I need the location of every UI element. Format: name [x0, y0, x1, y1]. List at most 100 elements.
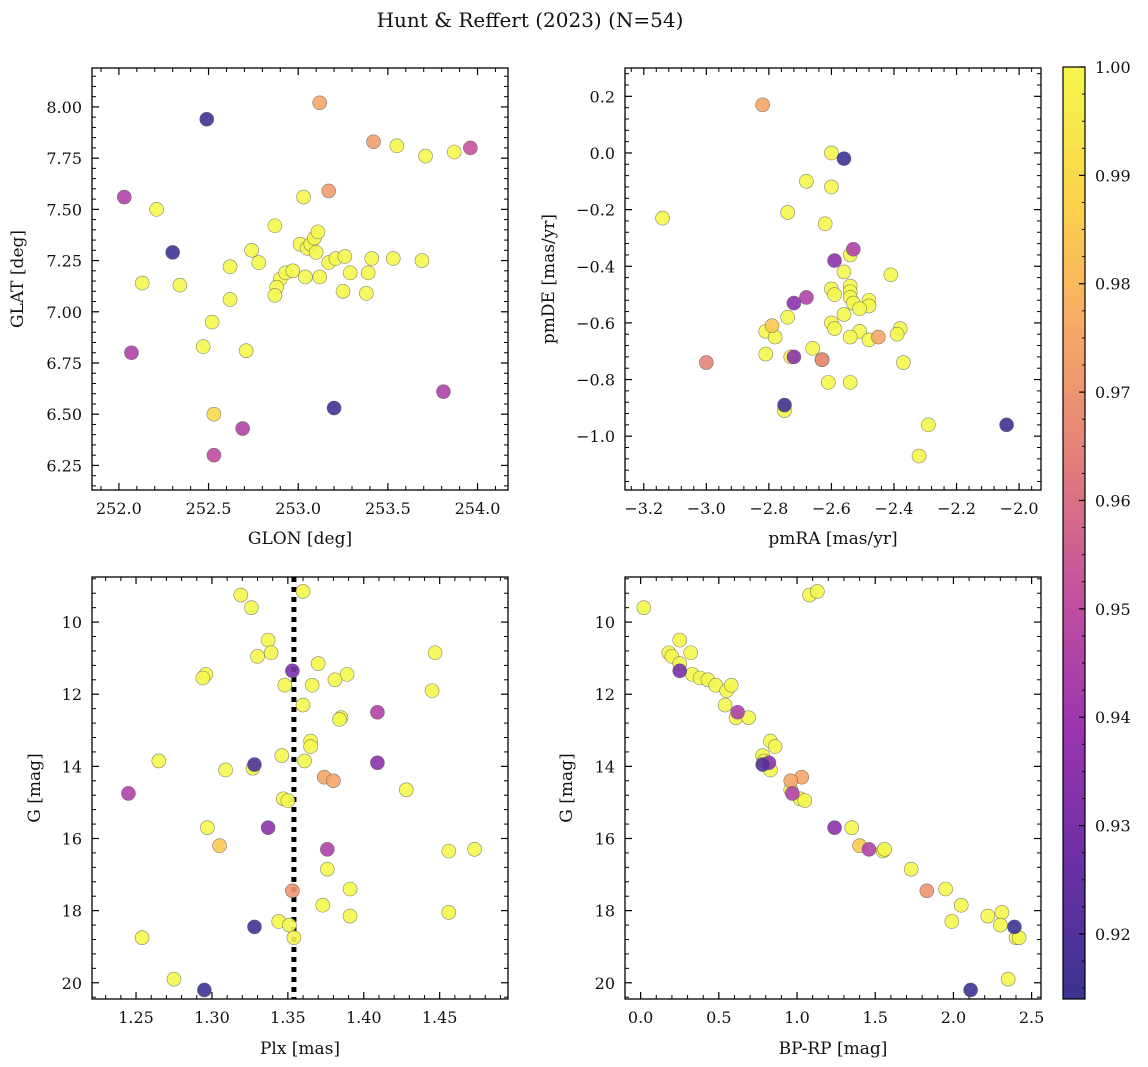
data-point — [963, 982, 978, 998]
y-tick-label: 10 — [62, 613, 82, 632]
data-point — [767, 739, 783, 754]
data-point — [817, 216, 833, 232]
data-point — [824, 145, 839, 161]
y-axis-label: GLAT [deg] — [8, 230, 28, 328]
data-point — [244, 243, 259, 258]
data-point — [315, 897, 331, 913]
data-point — [938, 881, 953, 897]
y-tick-label: 16 — [595, 829, 615, 848]
colorbar-tick-label: 0.97 — [1095, 383, 1131, 402]
panel-plx-g: 1.25 1.30 1.35 1.40 1.45 10 12 14 16 18 20 Plx [ma… — [25, 576, 509, 1059]
figure-title: Hunt & Reffert (2023) (N=54) — [377, 8, 684, 32]
plot-frame — [624, 67, 1042, 491]
x-tick-label: 1.40 — [346, 1008, 382, 1027]
y-tick-label: −1.0 — [576, 427, 615, 446]
data-point — [295, 697, 311, 713]
colorbar-tick-label: 0.92 — [1095, 925, 1131, 944]
data-point — [320, 861, 335, 877]
x-tick-label: 1.45 — [422, 1008, 458, 1027]
data-point — [385, 251, 401, 266]
colorbar: 0.92 0.93 0.94 0.95 0.96 0.97 0.98 0.99 1.00 — [1062, 58, 1131, 1000]
data-point — [297, 753, 312, 769]
data-point — [672, 663, 688, 679]
data-point — [871, 329, 886, 345]
data-point — [250, 649, 265, 664]
plot-frame — [91, 576, 509, 1000]
y-axis-label: pmDE [mas/yr] — [539, 214, 559, 344]
data-point — [285, 263, 301, 279]
data-point — [827, 820, 842, 835]
data-point — [296, 189, 311, 205]
y-tick-label: 12 — [595, 685, 615, 704]
data-point — [780, 309, 795, 325]
data-point — [993, 917, 1008, 933]
y-tick-label: 18 — [62, 902, 82, 921]
data-point — [312, 95, 328, 111]
data-point — [844, 820, 860, 835]
data-point — [285, 883, 300, 899]
x-tick-label: 1.25 — [118, 1008, 154, 1027]
data-point — [398, 782, 414, 798]
data-point — [206, 406, 222, 422]
data-point — [724, 677, 739, 693]
y-tick-label: 0.0 — [590, 144, 615, 163]
data-point — [308, 245, 324, 260]
colorbar-tick-label: 0.94 — [1095, 708, 1131, 727]
data-point — [999, 417, 1014, 433]
data-point — [235, 421, 250, 436]
data-point — [877, 842, 892, 857]
data-point — [683, 645, 698, 661]
x-tick-label: −2.2 — [937, 499, 976, 518]
data-point — [335, 283, 351, 299]
data-point — [339, 667, 355, 682]
data-point — [247, 757, 262, 772]
colorbar-tick-label: 0.93 — [1095, 817, 1131, 836]
data-point — [260, 632, 276, 648]
data-point — [359, 286, 374, 301]
data-point — [824, 179, 839, 195]
y-tick-label: 6.25 — [46, 456, 82, 475]
data-point — [1007, 919, 1022, 935]
data-point — [134, 275, 150, 291]
data-point — [199, 111, 215, 127]
y-tick-label: 6.50 — [46, 405, 82, 424]
data-point — [310, 224, 326, 240]
y-tick-label: 7.75 — [46, 149, 82, 168]
x-tick-label: 0.5 — [706, 1008, 731, 1027]
data-point — [244, 600, 259, 615]
data-point — [797, 793, 813, 808]
x-tick-label: −2.0 — [1000, 499, 1039, 518]
data-point — [883, 267, 899, 283]
panel-pmra-pmde: −3.2 −3.0 −2.8 −2.6 −2.4 −2.2 −2.0 −1.0 −0.8 −0.6… — [539, 67, 1042, 549]
y-tick-label: −0.2 — [576, 201, 615, 220]
x-tick-label: 1.35 — [270, 1008, 306, 1027]
data-point — [286, 930, 302, 945]
data-point — [277, 677, 293, 693]
data-point — [1000, 971, 1016, 987]
data-point — [827, 321, 842, 336]
data-point — [764, 318, 780, 334]
data-point — [238, 343, 254, 358]
data-point — [755, 757, 770, 772]
data-point — [282, 917, 297, 933]
data-point — [846, 241, 861, 257]
colorbar-tick-label: 0.98 — [1095, 275, 1131, 294]
data-point — [780, 205, 795, 220]
x-tick-label: 253.0 — [275, 499, 321, 518]
y-tick-label: 6.75 — [46, 354, 82, 373]
x-tick-label: 254.0 — [455, 499, 501, 518]
data-point — [364, 251, 380, 266]
data-point — [285, 663, 300, 679]
data-point — [944, 914, 960, 929]
panel-glon-glat: 252.0 252.5 253.0 253.5 254.0 6.25 6.50 6.75 7.0… — [8, 67, 509, 549]
data-point — [463, 140, 478, 156]
data-point — [842, 329, 858, 345]
x-tick-label: −2.8 — [749, 499, 788, 518]
data-point — [852, 301, 867, 317]
data-point — [280, 793, 296, 808]
x-tick-label: −3.0 — [687, 499, 726, 518]
y-tick-label: 18 — [595, 902, 615, 921]
data-point — [222, 292, 238, 307]
data-point — [414, 253, 430, 268]
data-point — [274, 748, 290, 763]
